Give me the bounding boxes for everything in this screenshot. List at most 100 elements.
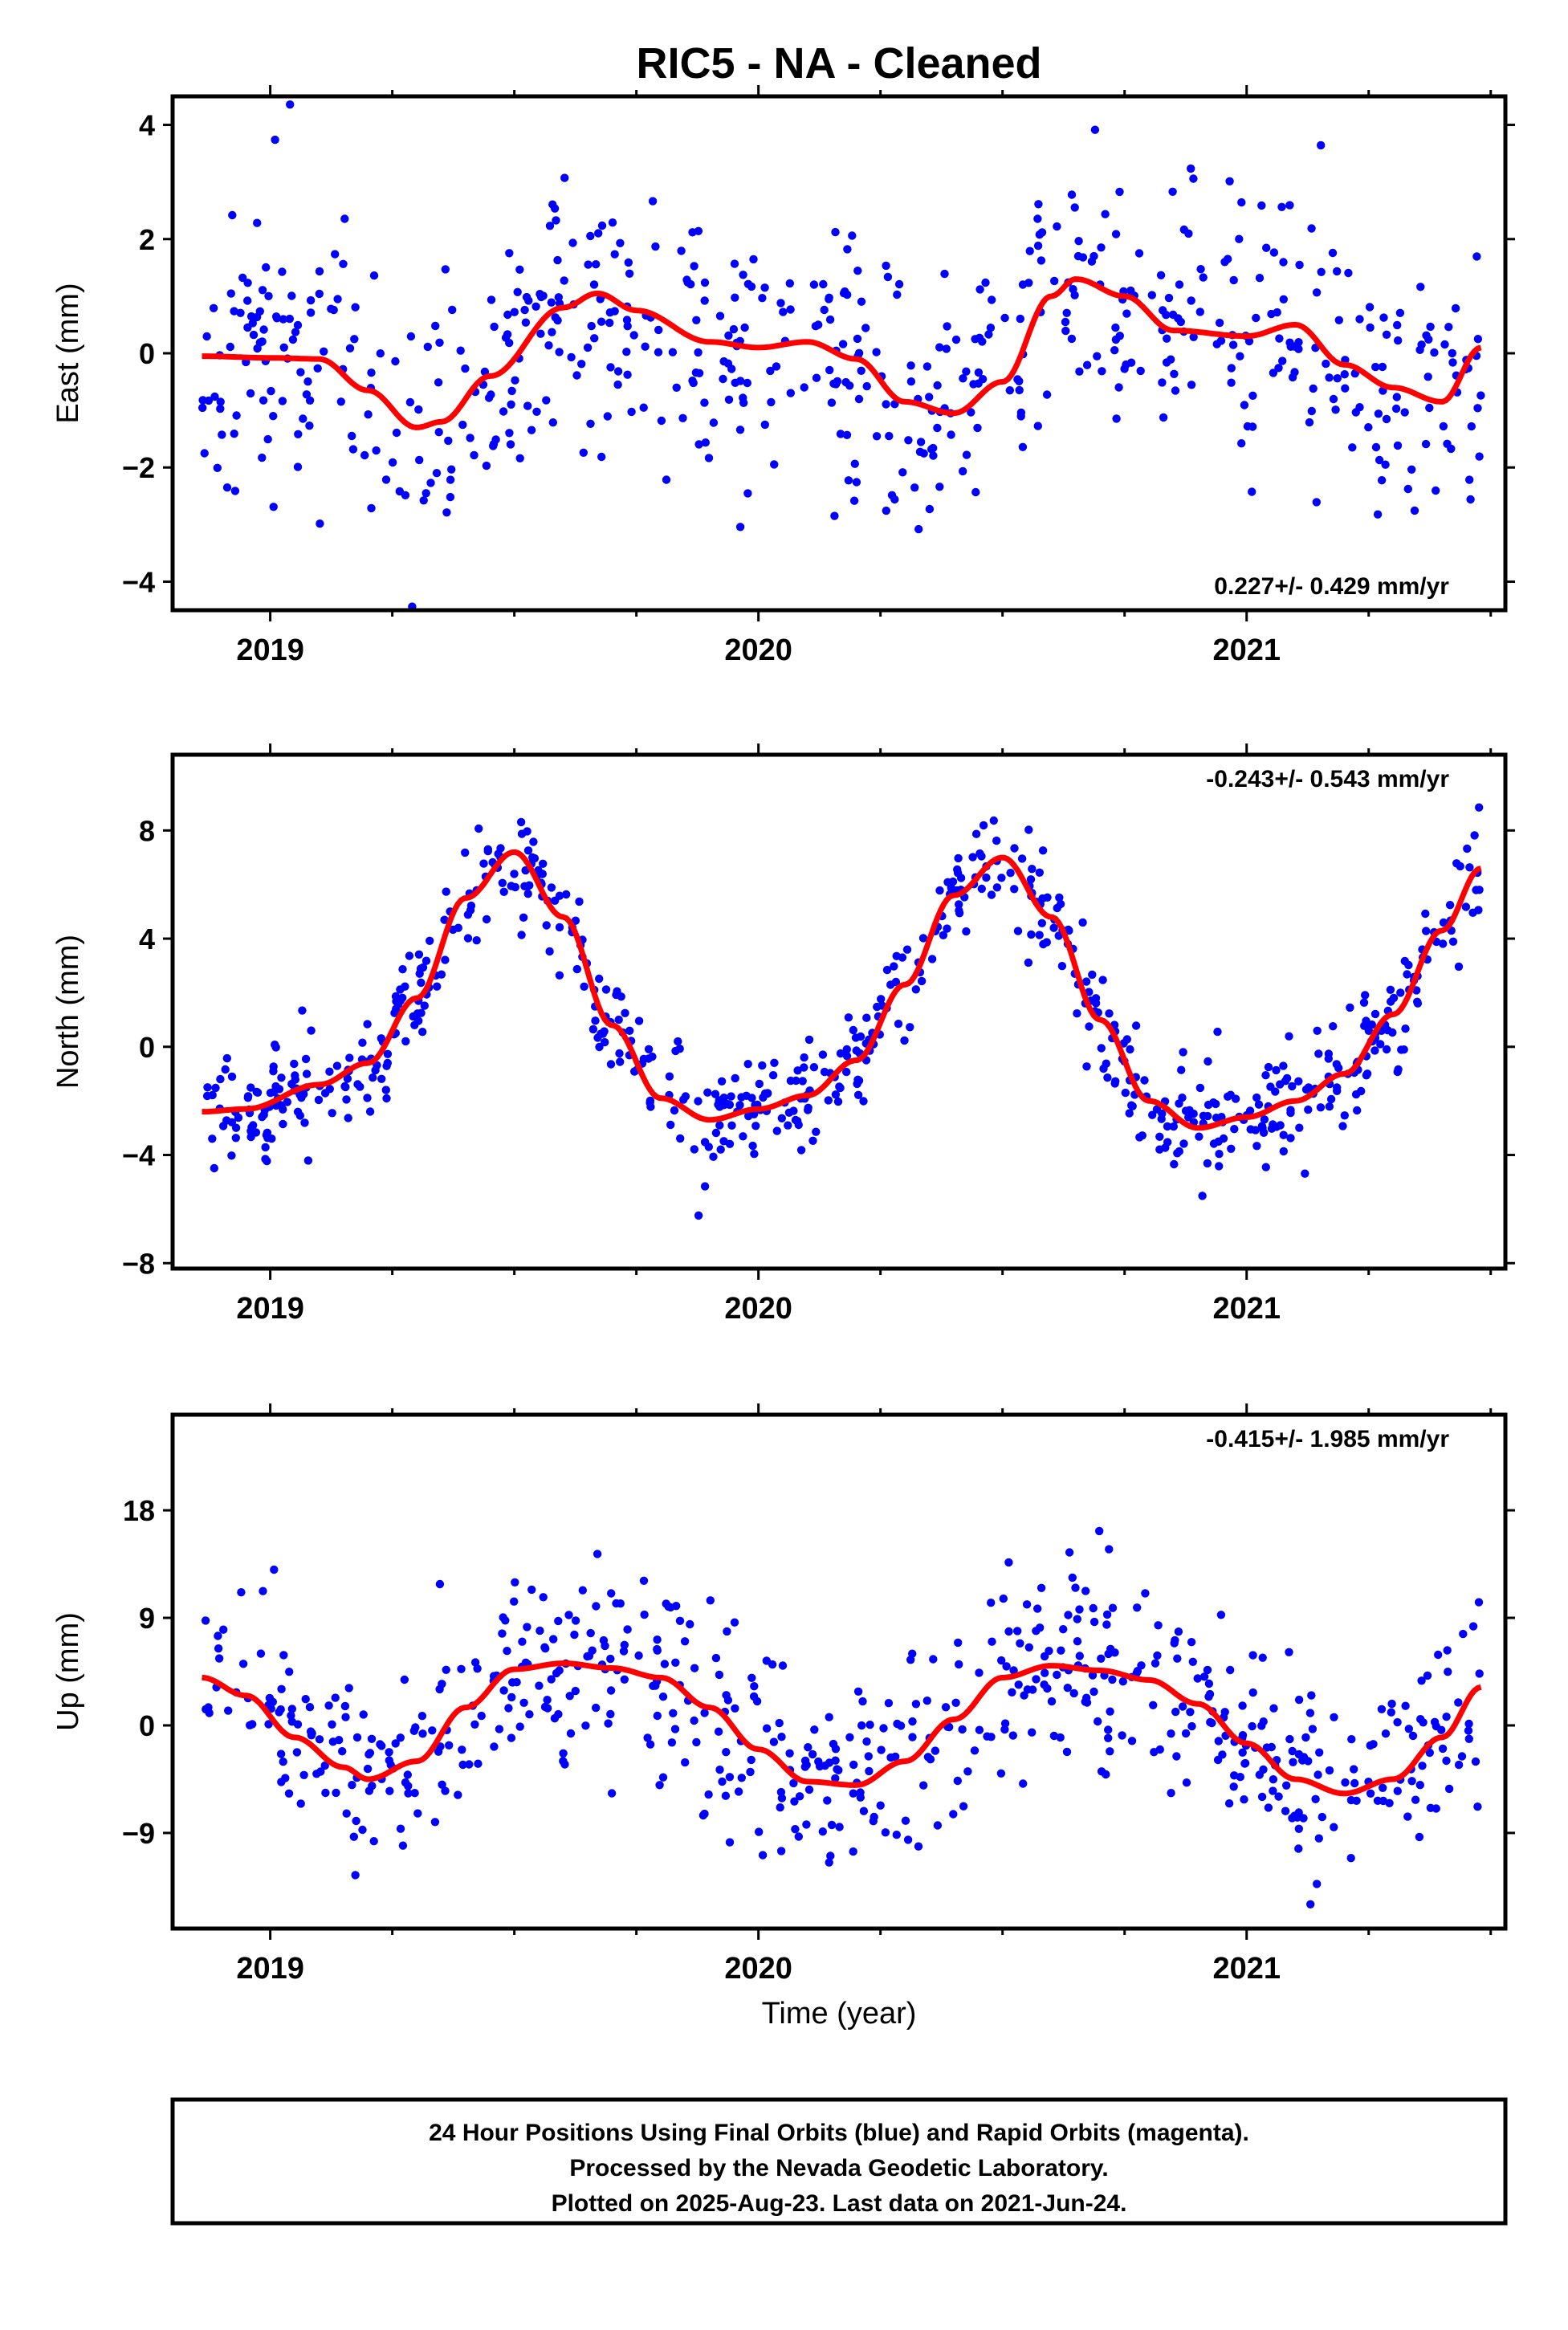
east-data-point [1111, 335, 1121, 344]
east-data-point [894, 279, 904, 289]
up-data-point [276, 1750, 286, 1758]
east-data-point [1286, 342, 1295, 351]
up-data-point [775, 1718, 784, 1728]
north-data-point [939, 931, 948, 940]
east-data-point [505, 338, 514, 348]
north-data-point [542, 921, 551, 930]
up-data-point [730, 1618, 739, 1627]
north-data-point [1203, 1111, 1212, 1121]
east-data-point [800, 383, 808, 392]
east-data-point [1439, 422, 1448, 431]
up-data-point [714, 1727, 723, 1736]
up-data-point [1240, 1795, 1248, 1804]
up-data-point [653, 1644, 662, 1654]
up-data-point [511, 1578, 519, 1587]
north-data-point [1049, 923, 1058, 932]
east-data-point [291, 328, 300, 336]
north-data-point [580, 982, 589, 992]
up-data-point [686, 1619, 694, 1629]
up-data-point [1174, 1627, 1183, 1636]
up-data-point [810, 1725, 819, 1734]
north-data-point [1272, 1065, 1281, 1075]
east-data-point [1067, 334, 1077, 344]
east-data-point [269, 412, 278, 421]
up-data-point [238, 1660, 248, 1668]
north-data-point [1081, 977, 1091, 986]
north-data-point [842, 1067, 851, 1077]
up-data-point [658, 1693, 668, 1701]
north-data-point [1361, 991, 1370, 1000]
north-data-point [208, 1090, 217, 1100]
north-data-point [968, 853, 977, 862]
up-data-point [1068, 1573, 1077, 1583]
north-data-point [1394, 1065, 1403, 1074]
up-data-point [669, 1709, 678, 1717]
up-data-point [1347, 1735, 1356, 1744]
up-data-point [988, 1637, 996, 1646]
north-data-point [1264, 1062, 1273, 1072]
up-data-point [692, 1737, 701, 1747]
north-data-point [836, 1049, 845, 1058]
north-ytick-label: −4 [122, 1139, 155, 1172]
north-data-point [261, 1143, 270, 1152]
east-data-point [532, 407, 541, 416]
east-data-point [971, 335, 979, 344]
east-data-point [1371, 442, 1381, 452]
east-data-point [701, 438, 710, 447]
north-panel: North (mm) −8 −4 0 4 8 2019 2020 2021 -0.243+/- 0… [51, 743, 1515, 1326]
up-data-point [1403, 1812, 1412, 1821]
up-data-point [1089, 1603, 1098, 1613]
north-data-point [523, 846, 533, 855]
up-data-point [358, 1825, 367, 1835]
up-data-point [1095, 1526, 1104, 1536]
east-data-point [724, 395, 734, 404]
up-data-point [559, 1749, 568, 1758]
east-data-point [883, 272, 893, 282]
east-data-point [1082, 360, 1092, 369]
east-data-point [922, 362, 932, 371]
up-data-point [301, 1695, 310, 1704]
north-data-point [1055, 893, 1064, 902]
east-data-point [1196, 265, 1205, 274]
north-data-point [670, 1106, 679, 1115]
north-data-point [1261, 1163, 1271, 1171]
north-data-point [271, 1043, 280, 1052]
east-data-point [1374, 409, 1383, 418]
east-data-point [648, 197, 658, 206]
east-data-point [651, 242, 660, 251]
up-data-point [664, 1602, 673, 1611]
east-data-point [406, 332, 416, 341]
up-data-point [351, 1871, 360, 1880]
north-data-point [956, 874, 966, 882]
north-data-point [987, 890, 996, 899]
north-data-point [862, 1013, 871, 1022]
up-data-point [1073, 1615, 1082, 1623]
east-data-point [1111, 323, 1120, 332]
east-data-point [625, 269, 634, 278]
east-data-point [1090, 125, 1100, 134]
north-data-point [977, 852, 986, 861]
up-data-point [442, 1665, 450, 1674]
east-data-point [910, 483, 919, 492]
up-data-point [750, 1682, 759, 1691]
north-data-point [246, 1132, 255, 1142]
east-data-point [1334, 316, 1344, 324]
north-data-point [1456, 862, 1464, 871]
east-data-point [740, 323, 749, 332]
north-data-point [1163, 1122, 1172, 1131]
up-data-point [660, 1660, 670, 1668]
north-data-point [764, 1089, 772, 1098]
up-data-point [1285, 1734, 1294, 1744]
up-data-point [869, 1817, 878, 1826]
east-data-point [426, 479, 435, 487]
north-data-point [263, 1128, 272, 1138]
north-data-point [291, 1075, 299, 1084]
east-data-point [981, 278, 990, 287]
up-data-point [1311, 1794, 1320, 1803]
north-data-point [269, 1067, 278, 1076]
east-data-point [1069, 285, 1077, 294]
north-data-point [1376, 1040, 1385, 1049]
north-data-point [852, 1046, 861, 1055]
north-data-point [614, 1015, 623, 1024]
up-data-point [1049, 1731, 1059, 1741]
